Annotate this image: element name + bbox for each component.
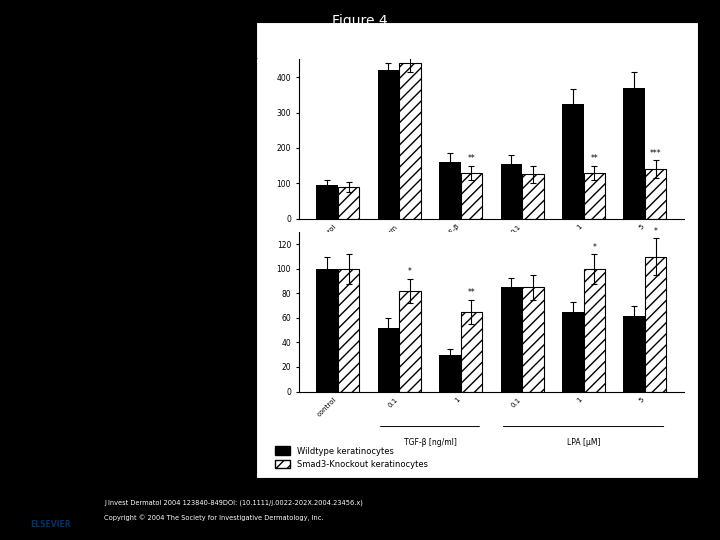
Text: 1: 1: [576, 396, 583, 404]
Text: Copyright © 2004 The Society for Investigative Dermatology, Inc.: Copyright © 2004 The Society for Investi…: [104, 514, 324, 521]
Bar: [624, 87, 645, 219]
Text: 5: 5: [638, 224, 645, 231]
Text: TGF-β [ng/ml]: TGF-β [ng/ml]: [403, 438, 456, 447]
Text: *: *: [408, 267, 412, 276]
Text: TGF-β: TGF-β: [442, 224, 461, 242]
Bar: [439, 162, 461, 219]
Text: 0.1: 0.1: [510, 224, 522, 235]
Text: **: **: [467, 288, 475, 297]
Text: *: *: [593, 243, 596, 252]
Bar: [562, 104, 583, 219]
Bar: [500, 164, 522, 219]
Text: control: control: [316, 224, 338, 245]
Bar: [522, 287, 544, 392]
Text: **: **: [590, 154, 598, 164]
Text: 🌿: 🌿: [45, 491, 56, 511]
Text: J Invest Dermatol 2004 123840-849DOI: (10.1111/j.0022-202X.2004.23456.x): J Invest Dermatol 2004 123840-849DOI: (1…: [104, 500, 364, 506]
Text: 0.1: 0.1: [510, 396, 522, 408]
Text: 0.1: 0.1: [387, 396, 400, 408]
Text: LPA [μM]: LPA [μM]: [567, 438, 600, 447]
Text: ***: ***: [650, 149, 662, 158]
Legend: Wildtype keratinocytes, Smad3-Knockout keratinocytes: Wildtype keratinocytes, Smad3-Knockout k…: [272, 443, 431, 472]
Bar: [338, 269, 359, 392]
Bar: [378, 70, 400, 219]
Text: 5: 5: [638, 396, 645, 403]
Text: B: B: [248, 224, 257, 234]
Bar: [316, 269, 338, 392]
Bar: [461, 312, 482, 392]
Text: **: **: [467, 154, 475, 164]
Bar: [583, 173, 605, 219]
Text: ELSEVIER: ELSEVIER: [30, 521, 71, 529]
Bar: [439, 355, 461, 392]
Text: 1: 1: [576, 224, 583, 231]
Bar: [338, 187, 359, 219]
Bar: [400, 291, 420, 392]
Text: serum: serum: [379, 224, 400, 244]
Text: control: control: [316, 396, 338, 418]
Bar: [500, 287, 522, 392]
Bar: [624, 315, 645, 392]
Text: Figure 4: Figure 4: [332, 14, 388, 28]
Text: *: *: [654, 227, 657, 236]
Bar: [562, 312, 583, 392]
Bar: [583, 269, 605, 392]
Text: 1: 1: [454, 396, 461, 404]
Bar: [378, 328, 400, 392]
Text: LPA [μM]: LPA [μM]: [567, 265, 600, 274]
Bar: [400, 63, 420, 219]
Y-axis label: [³H]Thymidine Incorporation
(% of control): [³H]Thymidine Incorporation (% of contro…: [217, 258, 237, 366]
Bar: [522, 174, 544, 219]
Y-axis label: Migrated Cells
(% of control): Migrated Cells (% of control): [217, 111, 237, 167]
Bar: [461, 173, 482, 219]
Text: A: A: [248, 51, 257, 62]
Bar: [645, 256, 667, 392]
Bar: [316, 185, 338, 219]
Bar: [645, 169, 667, 219]
